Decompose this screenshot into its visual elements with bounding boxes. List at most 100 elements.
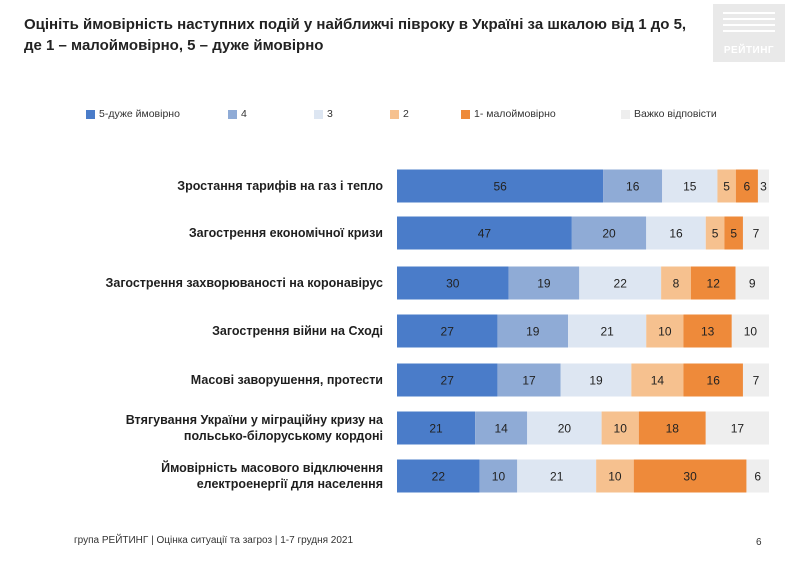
bar-segment — [397, 363, 498, 397]
bar-segment — [717, 169, 736, 203]
data-label: 3 — [760, 180, 767, 194]
data-label: 19 — [589, 374, 603, 388]
category-label: Загострення війни на Сході — [212, 324, 383, 338]
data-label: 30 — [446, 277, 460, 291]
data-label: 9 — [749, 277, 756, 291]
bar-segment — [603, 169, 663, 203]
bar-segment — [746, 459, 769, 493]
data-label: 14 — [651, 374, 665, 388]
bar-segment — [579, 266, 662, 300]
data-label: 20 — [602, 227, 616, 241]
logo-text: РЕЙТИНГ — [723, 45, 775, 56]
data-label: 17 — [731, 422, 745, 436]
bar-segment — [497, 363, 561, 397]
legend-label: 1- малоймовірно — [474, 108, 556, 120]
data-label: 56 — [493, 180, 507, 194]
category-label: Зростання тарифів на газ і тепло — [177, 179, 383, 193]
legend-label: 4 — [241, 108, 247, 120]
category-label: Загострення економічної кризи — [189, 226, 383, 240]
data-label: 17 — [522, 374, 536, 388]
data-label: 19 — [526, 325, 540, 339]
bar-segment — [601, 411, 639, 445]
legend-item: 1- малоймовірно — [461, 108, 556, 120]
data-label: 10 — [744, 325, 758, 339]
bar-segment — [397, 169, 604, 203]
data-label: 10 — [492, 470, 506, 484]
bar-segment — [735, 266, 769, 300]
data-label: 16 — [669, 227, 683, 241]
logo-lines — [723, 12, 775, 40]
data-label: 47 — [478, 227, 492, 241]
bar-segment — [705, 216, 725, 250]
bar-segment — [397, 314, 498, 348]
data-label: 15 — [683, 180, 697, 194]
data-label: 6 — [754, 470, 761, 484]
bar-segment — [397, 459, 480, 493]
data-label: 20 — [558, 422, 572, 436]
legend-swatch — [390, 109, 399, 119]
data-label: 27 — [441, 374, 455, 388]
data-label: 22 — [614, 277, 628, 291]
bar-segment — [735, 169, 758, 203]
bar-segment — [742, 363, 769, 397]
legend-swatch — [621, 109, 630, 119]
data-label: 12 — [707, 277, 721, 291]
page-number: 6 — [756, 537, 762, 548]
bar-segment — [683, 314, 732, 348]
bar-segment — [497, 314, 569, 348]
category-label: Втягування України у міграційну кризу на… — [126, 413, 384, 443]
bar-segment — [517, 459, 597, 493]
legend-label: 5-дуже ймовірно — [99, 108, 180, 120]
legend-label: 2 — [403, 108, 409, 120]
data-label: 21 — [550, 470, 564, 484]
bar-segment — [631, 363, 684, 397]
data-label: 16 — [626, 180, 640, 194]
data-label: 7 — [753, 374, 760, 388]
legend-swatch — [86, 109, 95, 119]
data-label: 5 — [712, 227, 719, 241]
data-label: 22 — [432, 470, 446, 484]
legend-item: 3 — [314, 108, 333, 120]
legend-swatch — [314, 109, 323, 119]
legend-label: 3 — [327, 108, 333, 120]
category-label: Загострення захворюваності на коронавіру… — [106, 276, 383, 290]
data-label: 14 — [494, 422, 508, 436]
category-label: Масові заворушення, протести — [191, 373, 383, 387]
legend-item: 5-дуже ймовірно — [86, 108, 180, 120]
chart-title: Оцініть ймовірність наступних подій у на… — [24, 16, 687, 54]
data-label: 21 — [601, 325, 615, 339]
bar-segment — [705, 411, 769, 445]
footer-text: група РЕЙТИНГ | Оцінка ситуації та загро… — [74, 535, 354, 546]
bar-segment — [527, 411, 602, 445]
data-label: 30 — [683, 470, 697, 484]
bar-segment — [397, 411, 476, 445]
bar-segment — [568, 314, 647, 348]
category-label: Ймовірність масового відключення електрое… — [161, 460, 383, 491]
bar-segment — [690, 266, 736, 300]
data-label: 19 — [537, 277, 551, 291]
legend-item: Важко відповісти — [621, 108, 717, 120]
bar-segment — [397, 216, 572, 250]
bar-segment — [571, 216, 647, 250]
data-label: 16 — [707, 374, 721, 388]
bar-segment — [731, 314, 769, 348]
data-label: 21 — [429, 422, 443, 436]
legend-item: 4 — [228, 108, 247, 120]
bar-segment — [662, 169, 718, 203]
bar-segment — [646, 216, 706, 250]
legend-label: Важко відповісти — [634, 108, 717, 120]
bar-segment — [633, 459, 747, 493]
data-label: 10 — [614, 422, 628, 436]
bar-segment — [661, 266, 691, 300]
data-label: 10 — [658, 325, 672, 339]
legend-swatch — [461, 109, 470, 119]
bar-segment — [397, 266, 509, 300]
bar-segment — [683, 363, 743, 397]
bar-segment — [638, 411, 706, 445]
bar-segment — [596, 459, 634, 493]
data-label: 5 — [723, 180, 730, 194]
bar-segment — [560, 363, 632, 397]
bar-segment — [475, 411, 528, 445]
bar-segment — [724, 216, 743, 250]
